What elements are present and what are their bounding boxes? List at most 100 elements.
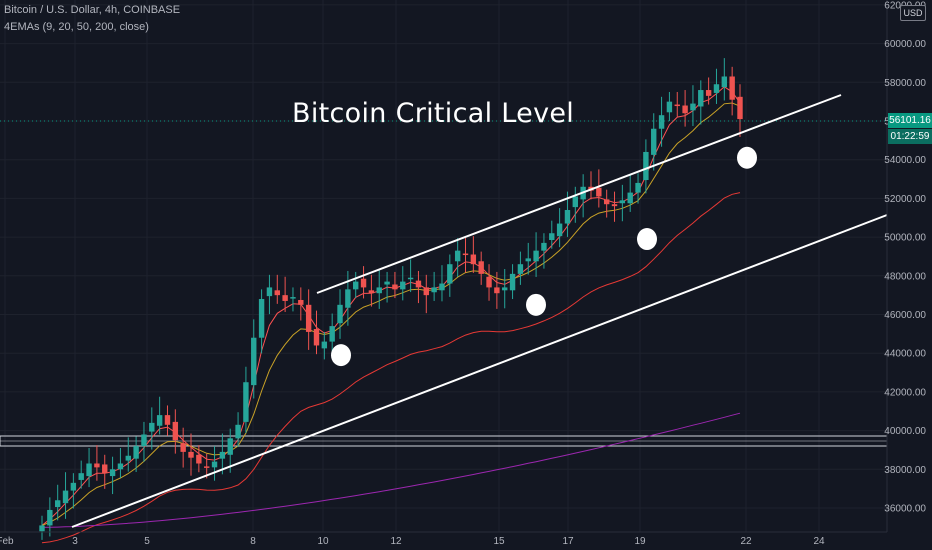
- candle-body: [203, 466, 210, 468]
- price-tick-label: 58000.00: [884, 78, 926, 89]
- candle-body: [345, 289, 351, 308]
- candle-body: [227, 438, 233, 455]
- candle-body: [439, 283, 445, 291]
- candle-body: [525, 258, 531, 262]
- candle-body: [423, 287, 429, 296]
- candle-body: [431, 287, 437, 293]
- candle-body: [54, 500, 61, 508]
- candle-body: [635, 182, 641, 193]
- time-axis-labels[interactable]: Feb 3 5 8 10 12 15 17 19 22 24: [0, 536, 825, 547]
- candle-body: [596, 187, 602, 197]
- low-markers: [331, 146, 757, 367]
- candle-body: [321, 341, 328, 349]
- candle-body: [337, 304, 343, 324]
- candle-body: [407, 277, 414, 280]
- candle-body: [266, 287, 273, 297]
- candle-body: [282, 295, 288, 301]
- price-tick-label: 48000.00: [884, 271, 926, 282]
- candle-body: [94, 463, 100, 468]
- candle-body: [196, 454, 202, 464]
- candle-body: [133, 446, 139, 459]
- candle-body: [392, 284, 398, 290]
- last-price-tag: 56101.16: [888, 113, 932, 128]
- candle-body: [658, 115, 665, 129]
- candle-body: [619, 200, 626, 204]
- price-tick-label: 46000.00: [884, 310, 926, 321]
- candle-body: [643, 151, 649, 181]
- price-tick-label: 54000.00: [884, 155, 926, 166]
- candle-body: [486, 276, 492, 288]
- low-marker-dot: [737, 146, 757, 169]
- candle-body: [572, 196, 579, 208]
- candle-body: [517, 264, 524, 274]
- time-tick-label: 3: [72, 536, 78, 547]
- candle-body: [251, 337, 257, 386]
- candle-body: [666, 101, 673, 113]
- candle-body: [454, 250, 461, 262]
- chart-grid: [0, 0, 887, 532]
- candle-body: [478, 261, 484, 274]
- candle-body: [368, 290, 375, 294]
- price-tick-label: 36000.00: [884, 504, 926, 515]
- time-tick-label: 24: [813, 536, 825, 547]
- candle-body: [313, 329, 320, 346]
- time-tick-label: 5: [144, 536, 150, 547]
- candle-body: [698, 90, 704, 107]
- candle-body: [415, 280, 422, 288]
- time-tick-label: 19: [634, 536, 646, 547]
- price-tick-label: 38000.00: [884, 465, 926, 476]
- candle-body: [360, 278, 367, 288]
- candle-body: [219, 451, 226, 459]
- time-tick-label: Feb: [0, 536, 14, 547]
- indicator-legend[interactable]: 4EMAs (9, 20, 50, 200, close): [4, 21, 149, 33]
- candle-body: [627, 192, 633, 204]
- candle-body: [305, 304, 312, 332]
- candle-body: [86, 463, 92, 477]
- candle-body: [611, 204, 618, 207]
- candle-body: [39, 525, 45, 532]
- low-marker-dot: [526, 293, 546, 316]
- candle-body: [156, 415, 163, 426]
- candle-body: [62, 490, 69, 504]
- ema200-line: [41, 412, 741, 528]
- candle-body: [682, 105, 688, 114]
- candle-body: [211, 461, 218, 468]
- candle-body: [494, 287, 500, 294]
- candle-body: [290, 297, 296, 299]
- candle-body: [258, 299, 265, 338]
- candle-body: [400, 281, 406, 290]
- time-tick-label: 17: [562, 536, 574, 547]
- channel-lower-trendline[interactable]: [71, 214, 888, 528]
- price-tick-label: 60000.00: [884, 39, 926, 50]
- symbol-title[interactable]: Bitcoin / U.S. Dollar, 4h, COINBASE: [4, 4, 181, 16]
- countdown-tag: 01:22:59: [888, 129, 932, 144]
- candle-body: [172, 421, 179, 441]
- channel-upper-trendline[interactable]: [316, 94, 842, 294]
- candle-body: [674, 104, 680, 107]
- candlestick-series: [39, 58, 743, 540]
- candle-body: [117, 463, 124, 470]
- candle-body: [603, 199, 610, 205]
- candle-body: [651, 128, 657, 155]
- time-tick-label: 22: [740, 536, 752, 547]
- price-tick-label: 50000.00: [884, 233, 926, 244]
- chart-annotation-title: Bitcoin Critical Level: [292, 98, 575, 129]
- candle-body: [274, 290, 280, 296]
- candle-body: [188, 451, 194, 458]
- candle-body: [470, 254, 477, 265]
- candle-body: [47, 509, 53, 526]
- candle-body: [541, 242, 547, 251]
- candle-body: [298, 299, 304, 305]
- candle-body: [462, 253, 469, 256]
- candle-body: [141, 434, 147, 447]
- candle-body: [164, 415, 171, 425]
- ema-lines: [41, 86, 741, 544]
- currency-button[interactable]: USD: [900, 5, 926, 21]
- price-tick-label: 40000.00: [884, 426, 926, 437]
- price-tick-label: 44000.00: [884, 349, 926, 360]
- candle-body: [376, 287, 382, 294]
- candle-body: [502, 287, 508, 291]
- candle-body: [102, 464, 108, 474]
- candle-body: [78, 473, 84, 480]
